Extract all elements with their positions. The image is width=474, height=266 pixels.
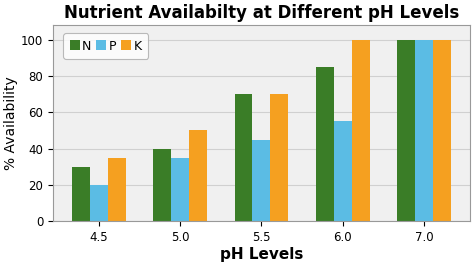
X-axis label: pH Levels: pH Levels: [219, 247, 303, 262]
Bar: [171, 158, 189, 221]
Bar: [352, 40, 370, 221]
Y-axis label: % Availability: % Availability: [4, 76, 18, 170]
Bar: [433, 40, 451, 221]
Bar: [316, 67, 334, 221]
Bar: [72, 167, 90, 221]
Bar: [153, 149, 171, 221]
Bar: [253, 140, 270, 221]
Bar: [189, 131, 207, 221]
Bar: [334, 121, 352, 221]
Bar: [415, 40, 433, 221]
Legend: N, P, K: N, P, K: [64, 33, 148, 59]
Title: Nutrient Availabilty at Different pH Levels: Nutrient Availabilty at Different pH Lev…: [64, 4, 459, 22]
Bar: [235, 94, 253, 221]
Bar: [90, 185, 108, 221]
Bar: [108, 158, 126, 221]
Bar: [270, 94, 288, 221]
Bar: [397, 40, 415, 221]
